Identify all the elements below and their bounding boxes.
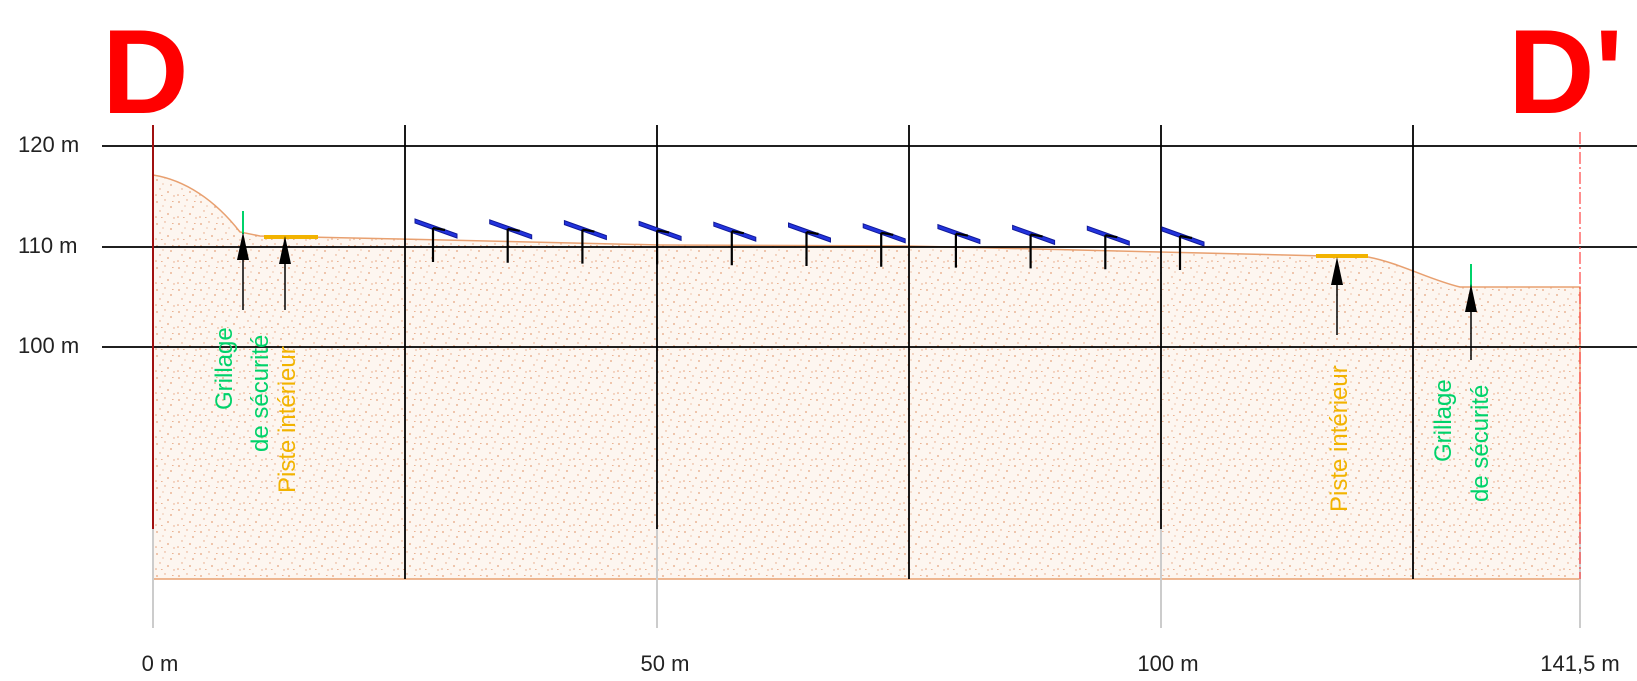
solar-panel <box>1161 226 1205 270</box>
distance-label-0: 0 m <box>142 651 179 676</box>
solar-panel <box>489 219 533 263</box>
solar-panel <box>713 221 757 266</box>
fence-right-label-line1: Grillage <box>1430 379 1457 462</box>
solar-panel <box>862 223 906 267</box>
distance-label-50: 50 m <box>641 651 690 676</box>
solar-panel <box>638 220 682 265</box>
track-left-label: Piste intérieur <box>274 346 301 493</box>
section-marker-end: D' <box>1508 5 1623 139</box>
solar-panel <box>414 218 458 262</box>
elevation-label-120: 120 m <box>18 132 79 157</box>
track-left-arrowhead <box>279 236 291 264</box>
fence-right-arrowhead <box>1465 284 1477 312</box>
fence-left-arrowhead <box>237 232 249 260</box>
solar-panel <box>788 222 831 266</box>
fence-right-label-line2: de sécurité <box>1467 385 1494 502</box>
track-right-label: Piste intérieur <box>1326 365 1353 512</box>
elevation-label-100: 100 m <box>18 333 79 358</box>
track-right-arrowhead <box>1331 257 1343 285</box>
section-marker-start: D <box>102 5 189 139</box>
fence-left-label-line2: de sécurité <box>247 335 274 452</box>
elevation-label-110: 110 m <box>18 233 78 258</box>
distance-label-100: 100 m <box>1137 651 1198 676</box>
solar-panel <box>1012 224 1056 269</box>
solar-panel <box>1086 225 1130 270</box>
solar-panel-row <box>414 218 1205 270</box>
fence-left-label-line1: Grillage <box>211 327 238 410</box>
solar-panel <box>937 223 981 268</box>
ground-profile <box>152 174 1581 580</box>
distance-label-end: 141,5 m <box>1540 651 1620 676</box>
solar-panel <box>563 219 607 264</box>
